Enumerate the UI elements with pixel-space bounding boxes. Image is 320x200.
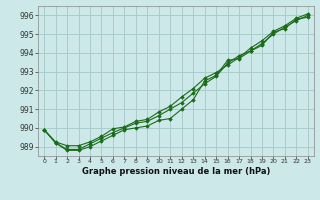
X-axis label: Graphe pression niveau de la mer (hPa): Graphe pression niveau de la mer (hPa) — [82, 167, 270, 176]
